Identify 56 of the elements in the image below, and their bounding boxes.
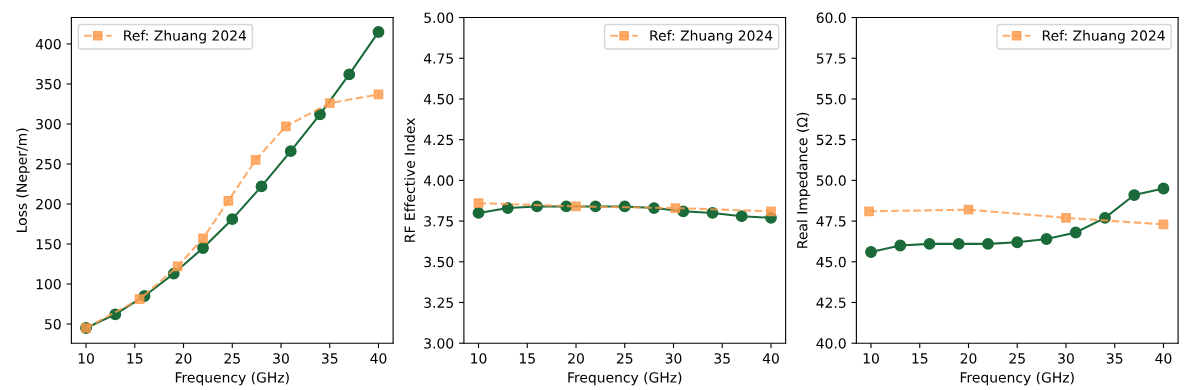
x-tick-label: 30 [665, 353, 682, 364]
y-tick-label: 3.50 [424, 256, 454, 268]
legend-label: Ref: Zhuang 2024 [650, 30, 773, 44]
x-tick-label: 20 [175, 353, 192, 364]
y-tick-label: 3.00 [424, 338, 454, 349]
y-tick-label: 3.75 [424, 216, 453, 227]
y-tick-label: 4.75 [423, 53, 453, 64]
legend-label: Ref: Zhuang 2024 [124, 30, 247, 44]
x-tick-label: 35 [714, 353, 730, 364]
x-tick-label: 15 [519, 353, 535, 364]
x-tick-label: 40 [1155, 353, 1172, 364]
y-tick-label: 300 [36, 118, 61, 130]
y-tick-label: 50 [45, 318, 61, 330]
x-tick-label: 40 [762, 353, 779, 364]
y-tick-label: 350 [36, 78, 61, 90]
y-tick-label: 57.5 [816, 53, 846, 64]
y-tick-label: 52.5 [816, 134, 846, 146]
y-tick-label: 40.0 [816, 338, 846, 349]
y-tick-label: 47.5 [816, 216, 846, 227]
x-tick-label: 20 [568, 353, 584, 364]
y-tick-label: 250 [36, 158, 61, 170]
x-tick-label: 40 [370, 353, 387, 364]
x-tick-label: 30 [273, 353, 289, 364]
x-tick-label: 15 [127, 353, 143, 364]
x-tick-label: 35 [1106, 353, 1123, 364]
y-tick-label: 200 [36, 198, 61, 210]
y-axis-title: Loss (Neper/m) [16, 128, 30, 232]
y-tick-label: 45.0 [816, 256, 846, 268]
x-tick-label: 30 [1058, 353, 1074, 364]
y-tick-label: 60.0 [816, 12, 846, 24]
x-tick-label: 10 [471, 353, 487, 364]
x-axis-title: Frequency (GHz) [960, 371, 1074, 386]
x-tick-label: 20 [960, 353, 977, 364]
x-tick-label: 10 [78, 353, 94, 364]
x-tick-label: 35 [321, 353, 338, 364]
x-tick-label: 25 [1009, 353, 1025, 364]
y-tick-label: 5.00 [424, 12, 454, 24]
y-tick-label: 4.50 [423, 93, 454, 105]
y-tick-label: 3.25 [424, 297, 453, 308]
y-tick-label: 42.5 [816, 297, 846, 308]
y-axis-title: RF Effective Index [404, 118, 415, 242]
y-tick-label: 55.0 [816, 93, 846, 105]
legend-label: Ref: Zhuang 2024 [1042, 30, 1165, 44]
x-tick-label: 25 [616, 353, 633, 364]
x-tick-label: 15 [912, 353, 928, 364]
y-tick-label: 100 [36, 278, 61, 290]
y-axis-title: Real Impedance (Ω) [796, 112, 811, 248]
y-tick-label: 4.00 [423, 175, 454, 186]
y-tick-label: 150 [36, 238, 61, 250]
y-tick-label: 50.0 [816, 175, 846, 186]
y-tick-label: 4.25 [423, 134, 453, 146]
x-tick-label: 10 [863, 353, 879, 364]
x-tick-label: 25 [224, 353, 240, 364]
y-tick-label: 400 [35, 38, 61, 50]
x-axis-title: Frequency (GHz) [568, 371, 682, 386]
x-axis-title: Frequency (GHz) [175, 371, 289, 386]
